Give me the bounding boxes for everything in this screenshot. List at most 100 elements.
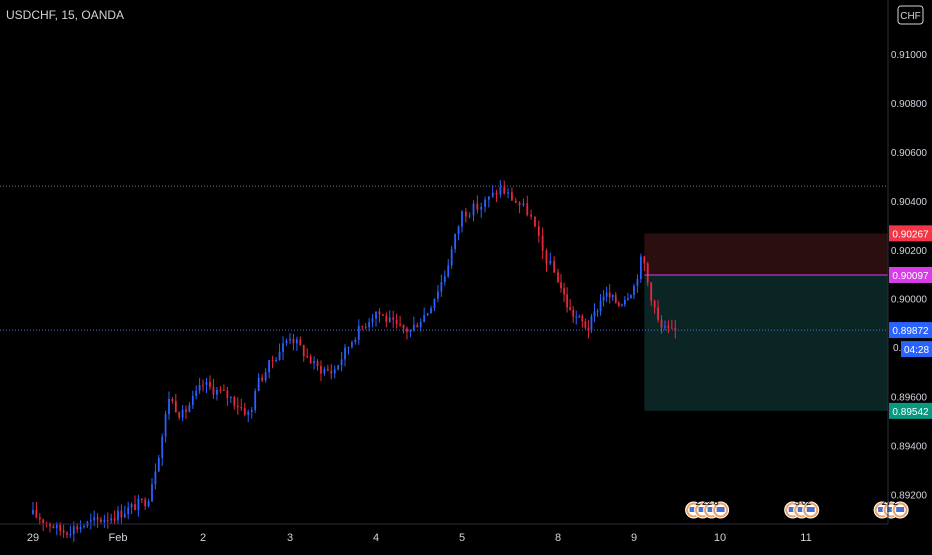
candle-body xyxy=(168,399,170,414)
candle-body xyxy=(264,372,267,381)
candle-body xyxy=(611,294,614,298)
candle-body xyxy=(79,527,82,530)
candle-body xyxy=(285,340,288,344)
price-axis[interactable]: 0.91000 0.90800 0.90600 0.90400 0.90200 0.900… xyxy=(891,50,928,502)
candle-body xyxy=(549,260,552,264)
candle-body xyxy=(164,413,167,437)
candle-body xyxy=(620,304,623,306)
price-tick-label: 0.90200 xyxy=(891,246,928,257)
candle-body xyxy=(426,313,429,316)
candle-body xyxy=(113,518,116,521)
candle-body xyxy=(289,338,291,341)
event-markers[interactable]: 2 22 8 5 02 27 2 xyxy=(685,497,909,519)
candle-body xyxy=(178,412,181,418)
us-flag-icon xyxy=(887,507,896,512)
candle-body xyxy=(337,365,340,370)
candle-body xyxy=(534,216,536,227)
stop-price-label-box[interactable] xyxy=(889,225,932,242)
candle-body xyxy=(566,294,569,308)
candle-body xyxy=(674,327,677,331)
candle-body xyxy=(320,366,322,374)
stop-price-label: 0.90267 xyxy=(892,229,929,240)
candle-body xyxy=(545,250,548,264)
us-flag-icon xyxy=(698,507,707,512)
candle-body xyxy=(323,369,326,374)
current-price-label-box[interactable] xyxy=(889,322,932,339)
candle-body xyxy=(608,292,611,298)
entry-price-label-box[interactable] xyxy=(889,266,932,283)
candle-body xyxy=(450,249,453,266)
candle-body xyxy=(484,199,486,207)
candle-body xyxy=(240,407,243,409)
candle-body xyxy=(557,272,559,283)
candle-body xyxy=(522,203,525,206)
us-flag-icon xyxy=(689,507,698,512)
candle-body xyxy=(185,409,187,412)
candle-body xyxy=(378,311,381,315)
candle-body xyxy=(578,316,581,318)
candle-body xyxy=(309,356,312,364)
event-marker-group[interactable]: 5 02 xyxy=(784,497,820,519)
price-axis-labels: 0.90267 0.90097 0.89872 0.89542 0. 04:28 xyxy=(889,225,932,419)
candle-body xyxy=(120,510,123,518)
take-profit-zone[interactable] xyxy=(644,274,888,411)
candle-body xyxy=(464,211,467,217)
candle-body xyxy=(530,214,533,217)
candle-body xyxy=(511,192,513,201)
candle-body xyxy=(254,390,257,410)
price-tick-label: 0.90400 xyxy=(891,197,928,208)
candle-body xyxy=(140,498,143,500)
candle-body xyxy=(670,327,673,329)
candle-body xyxy=(52,526,55,529)
candle-body xyxy=(216,389,218,395)
candle-body xyxy=(282,343,284,352)
candle-body xyxy=(222,390,225,392)
symbol-title: USDCHF, 15, OANDA xyxy=(6,8,124,22)
candle-body xyxy=(468,215,471,217)
candle-body xyxy=(646,263,649,283)
currency-button[interactable]: CHF xyxy=(897,5,924,25)
candle-body xyxy=(278,351,281,360)
candle-body xyxy=(503,186,506,194)
target-price-label-box[interactable] xyxy=(889,402,932,419)
candle-body xyxy=(130,503,133,508)
event-marker-group[interactable]: 27 2 xyxy=(873,497,909,519)
candle-body xyxy=(430,308,432,314)
candle-body xyxy=(406,328,408,332)
candle-body xyxy=(306,356,309,358)
event-count-label: 27 xyxy=(882,497,892,507)
candle-body xyxy=(100,519,102,522)
time-tick-label: 29 xyxy=(27,532,39,544)
time-axis[interactable]: 29 Feb 2 3 4 5 8 9 10 11 xyxy=(27,532,812,544)
event-marker-group[interactable]: 2 22 8 xyxy=(685,497,730,519)
stop-loss-zone[interactable] xyxy=(644,233,888,275)
candle-body xyxy=(171,399,174,401)
candle-body xyxy=(247,411,250,415)
candle-body xyxy=(151,484,153,502)
position-zones xyxy=(644,233,888,411)
candle-body xyxy=(572,309,575,317)
candle-body xyxy=(236,405,239,408)
candle-body xyxy=(96,517,99,520)
candle-body xyxy=(42,519,45,524)
candle-body xyxy=(526,203,529,215)
candle-body xyxy=(563,288,565,295)
candle-body xyxy=(181,409,184,418)
candle-body xyxy=(541,235,544,251)
us-flag-icon xyxy=(806,507,815,512)
currency-label: CHF xyxy=(900,11,921,22)
candle-body xyxy=(198,384,201,391)
candle-body xyxy=(388,317,391,322)
candle-body xyxy=(340,359,343,366)
candle-body xyxy=(316,361,319,367)
candle-body xyxy=(330,370,333,374)
candle-body xyxy=(385,315,388,322)
candle-body xyxy=(261,377,264,381)
event-count-label: 2 xyxy=(696,497,701,507)
candle-body xyxy=(368,322,371,328)
candle-body xyxy=(333,369,336,374)
candle-body xyxy=(650,282,653,301)
candle-body xyxy=(219,389,222,391)
